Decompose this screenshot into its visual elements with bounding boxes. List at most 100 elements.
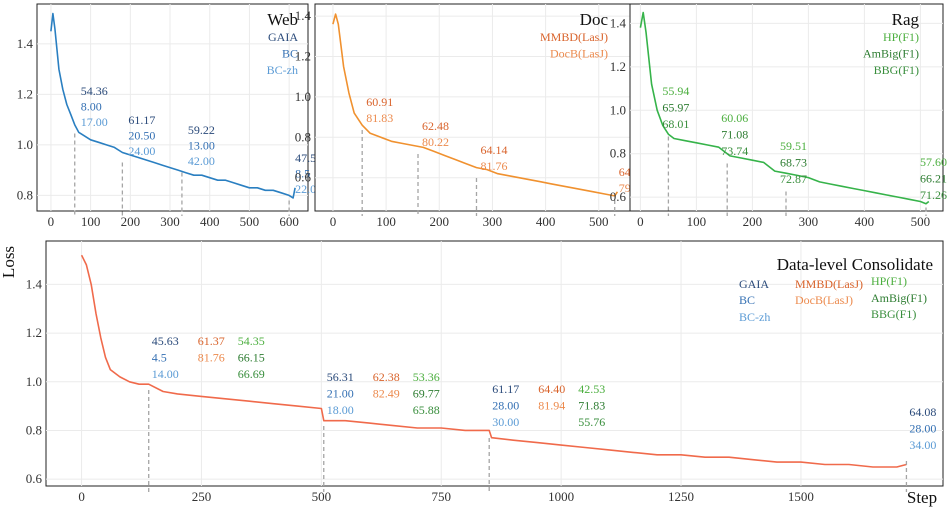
- doc-loss-line: [332, 13, 619, 197]
- consolidate-checkpoint-label: 65.88: [413, 403, 440, 417]
- rag-title: Rag: [892, 10, 920, 29]
- rag-y-tick-label: 1.4: [610, 15, 627, 30]
- rag-x-tick-label: 200: [743, 214, 763, 229]
- web-checkpoint-label: 20.50: [128, 129, 155, 143]
- doc-y-tick-label: 0.8: [295, 129, 311, 144]
- web-x-tick-label: 0: [48, 214, 55, 229]
- web-x-tick-label: 400: [200, 214, 220, 229]
- doc-x-tick-label: 400: [536, 214, 556, 229]
- web-x-tick-label: 100: [81, 214, 101, 229]
- web-loss-line: [50, 12, 296, 199]
- consolidate-checkpoint-label: 81.94: [538, 399, 565, 413]
- rag-checkpoint-label: 59.51: [780, 139, 807, 153]
- consolidate-checkpoint-label: 81.76: [198, 351, 225, 365]
- web-legend-entry: BC-zh: [267, 63, 298, 77]
- consolidate-checkpoint-label: 54.35: [238, 334, 265, 348]
- web-checkpoint-label: 42.00: [188, 154, 215, 168]
- doc-title: Doc: [580, 10, 609, 29]
- rag-x-tick-label: 0: [637, 214, 644, 229]
- rag-x-tick-label: 100: [687, 214, 707, 229]
- web-y-tick-label: 0.8: [17, 187, 33, 202]
- web-x-tick-label: 600: [279, 214, 299, 229]
- consolidate-checkpoint-label: 55.76: [578, 415, 605, 429]
- web-y-tick-label: 1.2: [17, 86, 33, 101]
- rag-checkpoint-label: 71.08: [721, 128, 748, 142]
- web-legend-entry: BC: [282, 47, 298, 61]
- web-checkpoint-label: 59.22: [188, 123, 215, 137]
- rag-x-tick-label: 300: [799, 214, 819, 229]
- web-legend-entry: GAIA: [268, 30, 298, 44]
- rag-legend-entry: BBG(F1): [874, 63, 919, 77]
- rag-checkpoint-label: 57.60: [920, 155, 947, 169]
- rag-checkpoint-label: 60.06: [721, 111, 748, 125]
- consolidate-checkpoint-label: 34.00: [909, 438, 936, 452]
- consolidate-checkpoint-label: 62.38: [373, 370, 400, 384]
- web-y-tick-label: 1.4: [17, 36, 34, 51]
- consolidate-legend-entry: BC-zh: [739, 310, 770, 324]
- doc-checkpoint-label: 62.48: [422, 119, 449, 133]
- consolidate-checkpoint-label: 69.77: [413, 387, 440, 401]
- consolidate-checkpoint-label: 45.63: [152, 334, 179, 348]
- doc-y-tick-label: 1.0: [295, 89, 311, 104]
- consolidate-legend-entry: AmBig(F1): [871, 291, 927, 305]
- consolidate-checkpoint-label: 82.49: [373, 387, 400, 401]
- rag-checkpoint-label: 71.26: [920, 188, 947, 202]
- doc-x-tick-label: 200: [430, 214, 450, 229]
- doc-checkpoint-label: 64.14: [480, 143, 507, 157]
- doc-frame: [314, 3, 632, 212]
- rag-checkpoint-label: 72.87: [780, 172, 807, 186]
- rag-loss-line: [639, 11, 930, 205]
- consolidate-y-tick-label: 0.6: [26, 471, 43, 486]
- consolidate-checkpoint-label: 64.40: [538, 382, 565, 396]
- consolidate-checkpoint-label: 53.36: [413, 370, 440, 384]
- rag-checkpoint-label: 66.21: [920, 172, 947, 186]
- rag-legend-entry: HP(F1): [883, 30, 919, 44]
- doc-x-tick-label: 500: [589, 214, 609, 229]
- consolidate-legend-entry: BC: [739, 293, 755, 307]
- consolidate-y-tick-label: 1.4: [26, 276, 43, 291]
- web-x-tick-label: 300: [160, 214, 180, 229]
- rag-panel: 0 100 200 300 400 500 0.6 0.8 1.0 1.2 1.4 RagHP(F1)…: [610, 3, 947, 229]
- web-y-tick-label: 1.0: [17, 137, 33, 152]
- rag-x-tick-label: 500: [911, 214, 931, 229]
- rag-y-tick-label: 1.0: [610, 102, 626, 117]
- consolidate-checkpoint-label: 4.5: [152, 351, 167, 365]
- doc-checkpoint-label: 60.91: [366, 95, 393, 109]
- rag-checkpoint-label: 55.94: [662, 84, 689, 98]
- consolidate-y-tick-label: 1.2: [26, 325, 42, 340]
- consolidate-checkpoint-label: 56.31: [327, 370, 354, 384]
- rag-legend-entry: AmBig(F1): [863, 47, 919, 61]
- consolidate-legend-entry: GAIA: [739, 277, 769, 291]
- consolidate-checkpoint-label: 64.08: [909, 405, 936, 419]
- web-checkpoint-label: 8.00: [81, 100, 102, 114]
- rag-checkpoint-label: 68.01: [662, 117, 689, 131]
- rag-frame: [629, 3, 944, 212]
- web-checkpoint-label: 17.00: [81, 115, 108, 129]
- web-checkpoint-label: 54.36: [81, 84, 108, 98]
- doc-x-tick-label: 300: [483, 214, 503, 229]
- consolidate-checkpoint-label: 21.00: [327, 387, 354, 401]
- web-x-tick-label: 500: [240, 214, 260, 229]
- consolidate-panel: 0 250 500 750 1000 1250 1500 0.6 0.8 1.0 1.2 1.4 Dat…: [26, 240, 944, 504]
- web-panel: 0 100 200 300 400 500 6000.81.01.21.4WebGAIABC…: [17, 3, 322, 229]
- rag-checkpoint-label: 73.74: [721, 144, 748, 158]
- consolidate-checkpoint-label: 28.00: [492, 399, 519, 413]
- consolidate-legend-entry: HP(F1): [871, 274, 907, 288]
- consolidate-x-tick-label: 1000: [548, 489, 574, 504]
- consolidate-checkpoint-label: 61.37: [198, 334, 225, 348]
- doc-legend-entry: DocB(LasJ): [550, 47, 608, 61]
- consolidate-x-tick-label: 0: [78, 489, 85, 504]
- rag-x-tick-label: 400: [855, 214, 875, 229]
- rag-checkpoint-label: 68.73: [780, 156, 807, 170]
- doc-x-tick-label: 100: [376, 214, 396, 229]
- consolidate-checkpoint-label: 30.00: [492, 415, 519, 429]
- web-x-tick-label: 200: [121, 214, 141, 229]
- web-checkpoint-label: 61.17: [128, 113, 155, 127]
- consolidate-checkpoint-label: 61.17: [492, 382, 519, 396]
- web-checkpoint-label: 8.5: [295, 167, 310, 181]
- x-axis-label: Step: [907, 488, 937, 507]
- consolidate-x-tick-label: 1250: [668, 489, 694, 504]
- consolidate-x-tick-label: 750: [431, 489, 451, 504]
- doc-checkpoint-label: 81.76: [480, 159, 507, 173]
